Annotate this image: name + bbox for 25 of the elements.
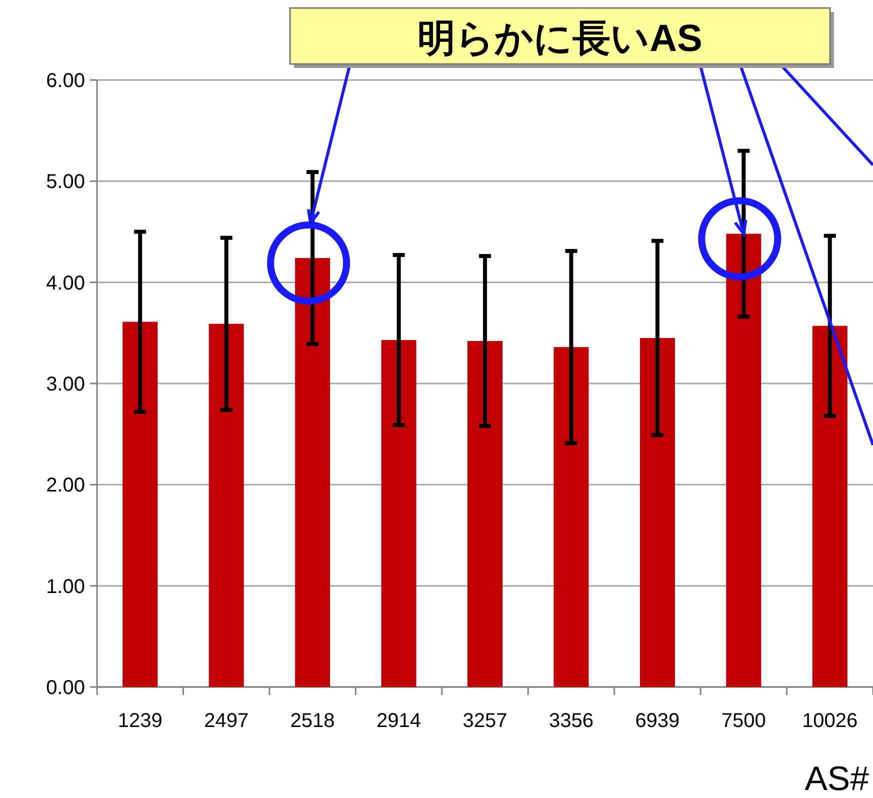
x-tick-label: 10026 <box>802 710 858 732</box>
x-tick-label: 3356 <box>548 710 594 732</box>
x-tick-label: 2518 <box>290 710 335 732</box>
bar <box>122 322 158 687</box>
x-tick-label: 6939 <box>635 710 680 732</box>
bar <box>554 347 589 687</box>
x-tick-label: 7500 <box>721 710 766 732</box>
bar <box>208 324 244 687</box>
annotation: 明らかに長いAS <box>418 18 702 60</box>
y-tick-label: 0.00 <box>46 677 85 699</box>
x-tick-label: 1239 <box>118 710 162 732</box>
y-tick-label: 1.00 <box>46 576 85 598</box>
x-tick-label: 3257 <box>462 710 508 732</box>
y-tick-label: 2.00 <box>46 474 85 497</box>
y-tick-label: 3.00 <box>46 374 85 396</box>
y-tick-label: 6.00 <box>46 70 85 92</box>
bar <box>381 340 416 687</box>
x-axis-title: AS# <box>804 760 870 798</box>
y-tick-label: 4.00 <box>46 272 85 294</box>
x-tick-label: 2914 <box>376 710 422 732</box>
y-tick-label: 5.00 <box>46 171 85 194</box>
bar <box>812 326 848 687</box>
x-tick-label: 2497 <box>204 710 249 732</box>
bar <box>640 338 675 687</box>
bar <box>468 341 502 687</box>
